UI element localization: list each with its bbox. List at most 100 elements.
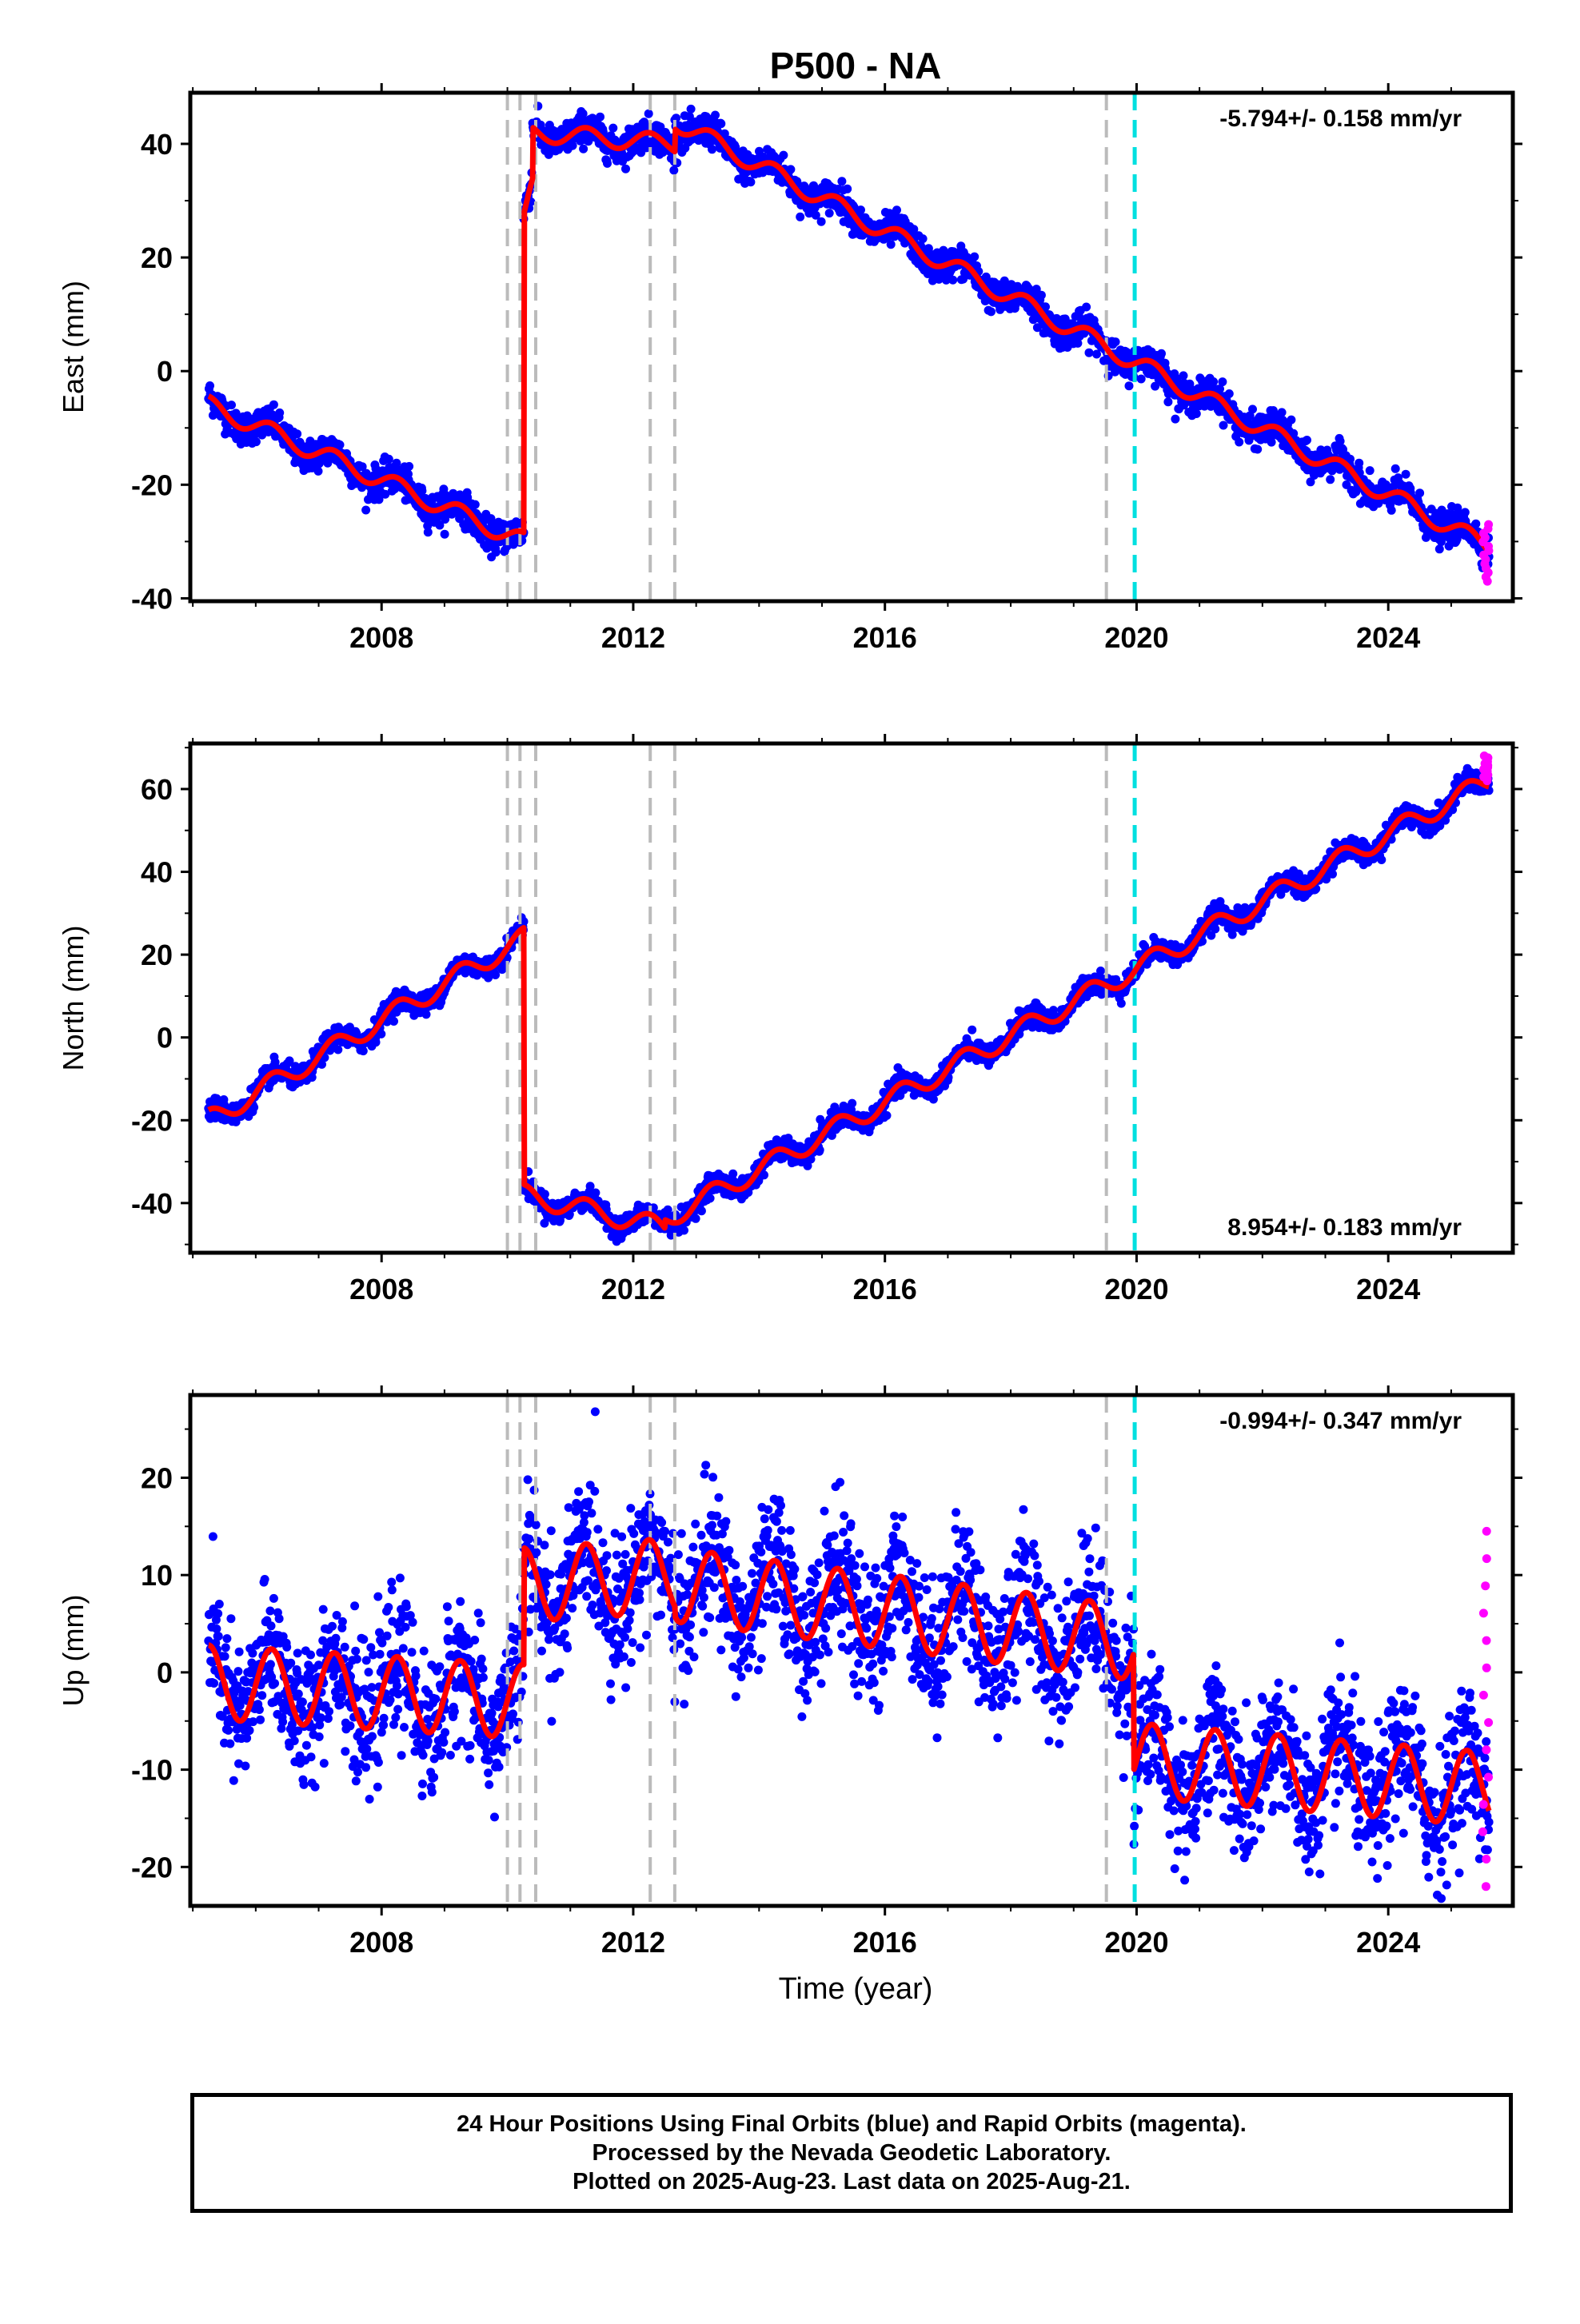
data-point [919, 234, 928, 243]
data-point [314, 467, 323, 476]
data-point [603, 159, 612, 168]
data-point [1171, 415, 1179, 424]
y-tick-label: 20 [141, 241, 173, 274]
data-point [856, 205, 865, 214]
data-point [760, 1170, 768, 1179]
data-point [336, 440, 345, 449]
data-point [706, 1194, 715, 1202]
data-point [405, 462, 413, 471]
data-point [680, 1226, 688, 1235]
data-point [377, 1030, 385, 1038]
data-point [837, 177, 846, 185]
data-point [968, 1026, 976, 1034]
data-point [786, 165, 795, 173]
x-tick-label: 2020 [1104, 621, 1168, 654]
data-point [333, 1046, 342, 1054]
velocity-rate-east: -5.794+/- 0.158 mm/yr [1219, 106, 1462, 132]
data-point [621, 165, 630, 173]
data-point [1085, 349, 1094, 357]
data-point [1391, 464, 1400, 473]
data-point [1366, 466, 1375, 475]
data-point [746, 177, 755, 186]
data-point [1303, 436, 1311, 444]
data-point [644, 110, 653, 118]
data-point [708, 145, 716, 153]
data-point [1179, 371, 1188, 380]
data-point [361, 506, 370, 515]
x-tick-label: 2012 [601, 621, 665, 654]
data-point [817, 217, 826, 226]
y-tick-label: 0 [157, 355, 173, 388]
y-axis-label-east: East (mm) [57, 281, 90, 413]
data-point [252, 437, 261, 446]
data-point [1248, 405, 1257, 413]
data-point [728, 1170, 737, 1178]
data-point [1235, 438, 1243, 447]
data-point [227, 401, 236, 409]
data-point [1387, 506, 1396, 515]
data-point [417, 487, 426, 496]
data-point [1461, 508, 1470, 516]
data-point [579, 145, 588, 153]
x-tick-label: 2008 [349, 621, 413, 654]
data-point [1037, 291, 1046, 300]
x-tick-label: 2024 [1356, 621, 1420, 654]
data-point [596, 113, 604, 122]
data-point [1125, 381, 1134, 390]
x-tick-label: 2016 [853, 621, 917, 654]
data-point [569, 142, 577, 150]
rapid-point [1484, 520, 1493, 529]
data-point [1402, 470, 1410, 479]
data-point [1163, 397, 1172, 406]
data-point [843, 185, 852, 193]
data-point [697, 1206, 706, 1215]
y-tick-label: 40 [141, 128, 173, 161]
data-point [1111, 337, 1120, 346]
data-point [1219, 421, 1228, 430]
data-point [1192, 409, 1201, 418]
data-point [1326, 475, 1335, 484]
data-point [1287, 416, 1295, 425]
data-point [492, 548, 501, 556]
data-point [970, 253, 979, 261]
data-point [293, 429, 301, 438]
plot-area-north [204, 743, 1493, 1253]
data-point [883, 1111, 892, 1120]
data-point [471, 500, 480, 509]
data-point [1253, 445, 1262, 454]
data-point [687, 105, 696, 114]
data-point [591, 1189, 600, 1198]
data-point [887, 240, 896, 249]
y-tick-label: -20 [131, 468, 173, 501]
data-point [779, 151, 788, 160]
data-point [1157, 349, 1166, 358]
data-point [796, 213, 804, 221]
data-point [987, 307, 995, 316]
data-point [424, 528, 433, 536]
data-point [1435, 544, 1444, 553]
y-tick-label: -40 [131, 582, 173, 615]
data-point [1415, 488, 1424, 497]
data-point [1137, 375, 1146, 384]
data-point [608, 124, 617, 133]
data-point [716, 119, 725, 128]
data-point [848, 1099, 856, 1108]
data-point [1218, 377, 1227, 386]
data-point [1096, 967, 1105, 975]
data-point [1278, 408, 1287, 417]
data-point [948, 276, 957, 285]
data-point [441, 530, 449, 539]
data-point [389, 1017, 398, 1026]
final-orbit-points-north [204, 764, 1493, 1246]
data-point [892, 205, 901, 214]
data-point [1225, 389, 1234, 398]
data-point [1471, 520, 1480, 528]
data-point [385, 455, 393, 464]
data-point [692, 1214, 700, 1223]
panel-east: -40 -20 0 20 40 2008 2012 2016 2020 2024 East (mm)… [57, 83, 1522, 654]
data-point [275, 409, 284, 417]
data-point [1209, 377, 1218, 386]
